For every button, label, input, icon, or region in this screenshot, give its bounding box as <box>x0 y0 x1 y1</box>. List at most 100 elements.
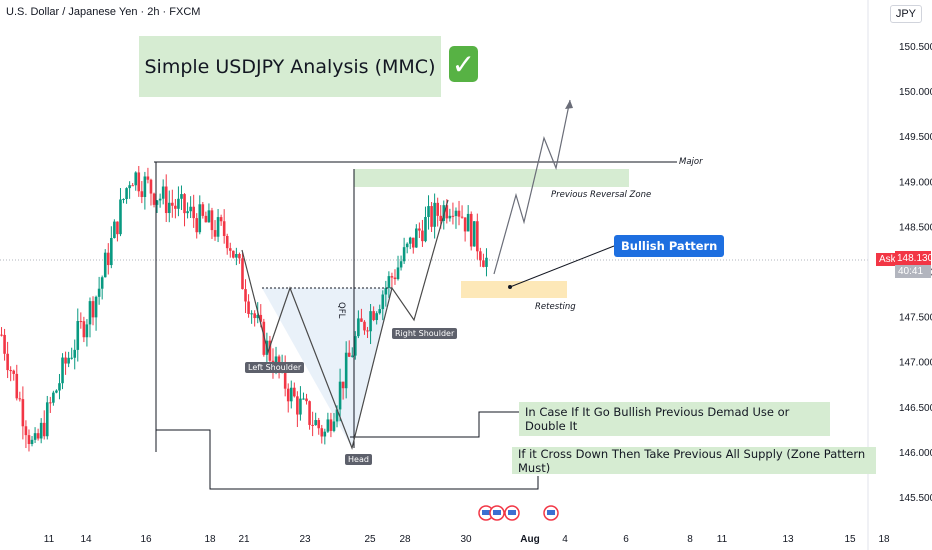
x-tick-label: 14 <box>80 534 92 545</box>
current-price-tag: 148.130 <box>895 251 932 266</box>
previous-reversal-zone-label: Previous Reversal Zone <box>551 190 652 200</box>
major-label: Major <box>679 157 703 167</box>
candle-body <box>201 204 205 216</box>
candle-body <box>58 383 61 391</box>
candle-body <box>76 321 80 350</box>
candle-body <box>131 185 134 187</box>
candle-body <box>3 334 6 354</box>
candle-body <box>411 237 415 248</box>
candle-body <box>30 439 34 445</box>
candle-body <box>100 277 104 289</box>
candle-body <box>402 247 406 262</box>
candle-body <box>97 288 101 297</box>
projection-arrowhead <box>565 100 573 109</box>
candle-body <box>363 321 366 331</box>
x-tick-label: 16 <box>140 534 152 545</box>
candle-body <box>311 424 314 426</box>
candle-body <box>113 221 116 239</box>
candle-body <box>91 301 95 318</box>
candle-body <box>347 352 351 357</box>
candle-body <box>408 237 412 244</box>
candle-body <box>9 370 12 372</box>
candle-body <box>152 193 156 205</box>
bar-countdown: 40:41 <box>895 265 931 278</box>
candle-body <box>305 398 308 402</box>
x-tick-label: 30 <box>460 534 472 545</box>
candle-body <box>180 194 183 199</box>
candle-body <box>381 294 385 310</box>
candle-body <box>293 387 296 397</box>
candle-body <box>244 289 247 302</box>
candle-body <box>457 210 461 217</box>
candle-body <box>357 318 360 337</box>
candle-body <box>268 340 272 361</box>
candle-body <box>183 194 186 214</box>
candle-body <box>317 420 321 429</box>
candle-body <box>433 202 436 227</box>
candle-body <box>256 314 260 319</box>
candle-body <box>405 243 409 248</box>
candle-body <box>387 276 391 288</box>
left-shoulder-tag: Left Shoulder <box>245 362 305 373</box>
y-tick-label: 149.000 <box>899 177 932 188</box>
candle-body <box>250 313 253 315</box>
candle-body <box>42 422 46 437</box>
candle-body <box>161 186 165 199</box>
candle-body <box>134 172 138 186</box>
candle-body <box>186 211 189 214</box>
candle-body <box>469 213 473 247</box>
candle-body <box>460 216 464 218</box>
candle-body <box>222 221 226 236</box>
candle-body <box>384 287 388 295</box>
candle-body <box>421 230 424 242</box>
candle-body <box>21 399 25 427</box>
candle-body <box>155 200 159 205</box>
candle-body <box>79 321 83 323</box>
candle-body <box>283 362 287 389</box>
y-tick-label: 148.500 <box>899 222 932 233</box>
qfl-label: QFL <box>336 302 346 319</box>
candle-body <box>174 205 177 209</box>
candle-body <box>326 419 330 432</box>
currency-button[interactable]: JPY <box>889 5 922 23</box>
bullish-pointer-line <box>509 245 615 288</box>
candle-body <box>241 258 244 290</box>
candle-body <box>88 301 92 325</box>
symbol-label[interactable]: U.S. Dollar / Japanese Yen · 2h · FXCM <box>6 6 201 18</box>
candle-body <box>125 188 128 200</box>
note-bullish: In Case If It Go Bullish Previous Demad … <box>519 402 830 436</box>
candle-body <box>82 321 86 338</box>
x-tick-label: 6 <box>623 534 629 545</box>
candle-body <box>323 431 327 437</box>
candle-body <box>143 176 147 197</box>
x-tick-label: 21 <box>238 534 250 545</box>
candle-body <box>448 215 452 219</box>
candle-body <box>427 206 430 217</box>
candle-body <box>390 276 394 278</box>
candle-body <box>430 206 433 227</box>
candle-body <box>158 198 162 201</box>
candle-body <box>27 435 31 445</box>
x-tick-label: 11 <box>717 534 728 545</box>
candle-body <box>289 387 293 402</box>
candle-body <box>399 261 403 268</box>
candle-body <box>18 398 22 400</box>
retesting-label: Retesting <box>535 302 576 312</box>
candle-body <box>116 221 119 235</box>
candle-body <box>466 213 470 232</box>
y-tick-label: 149.500 <box>899 132 932 143</box>
candle-body <box>146 176 150 180</box>
candle-body <box>320 428 324 437</box>
candle-body <box>485 257 488 267</box>
candle-body <box>286 388 290 402</box>
right-shoulder-tag: Right Shoulder <box>392 328 458 339</box>
candle-body <box>213 230 217 237</box>
x-tick-label: Aug <box>520 534 539 545</box>
candle-body <box>73 349 77 358</box>
candle-body <box>415 228 418 248</box>
candle-body <box>228 248 232 251</box>
candle-body <box>396 267 400 280</box>
us-flag-event-icon <box>547 510 555 515</box>
candle-body <box>463 217 467 232</box>
y-tick-label: 147.500 <box>899 313 932 324</box>
